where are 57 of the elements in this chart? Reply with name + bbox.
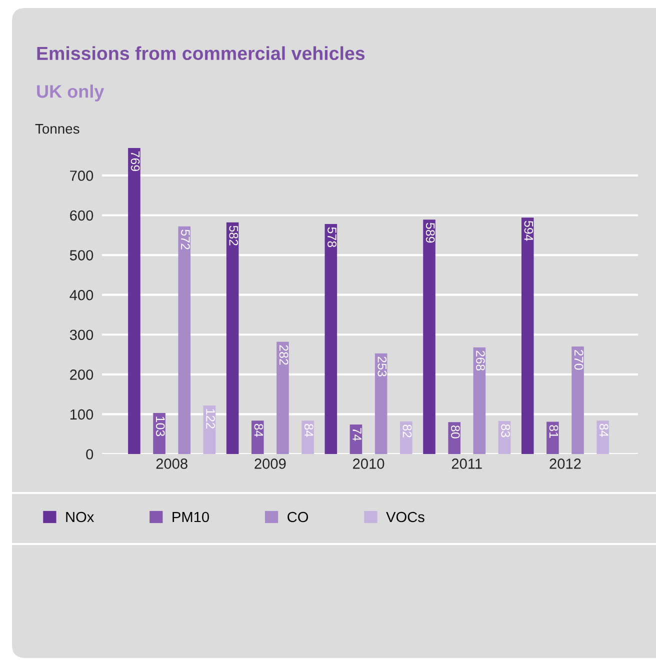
y-tick-label: 0 bbox=[86, 449, 94, 460]
data-label: 122 bbox=[206, 409, 215, 428]
x-tick-label: 2009 bbox=[254, 458, 286, 469]
chart-title: Emissions from commercial vehicles bbox=[37, 46, 365, 60]
y-tick-label: 100 bbox=[70, 409, 94, 420]
y-tick-label: 700 bbox=[70, 170, 94, 181]
data-label: 594 bbox=[524, 220, 534, 241]
data-label: 769 bbox=[130, 151, 140, 172]
chart-subtitle: UK only bbox=[37, 84, 104, 102]
y-axis-title: Tonnes bbox=[35, 124, 80, 134]
y-tick-label: 400 bbox=[70, 290, 94, 300]
x-tick-label: 2008 bbox=[156, 458, 188, 469]
y-tick-label: 600 bbox=[70, 210, 94, 221]
data-label: 80 bbox=[450, 425, 460, 438]
legend-label: PM10 bbox=[172, 512, 209, 522]
x-tick-label: 2012 bbox=[550, 458, 581, 469]
legend-label: NOx bbox=[66, 512, 94, 522]
data-label: 103 bbox=[156, 416, 165, 436]
bar bbox=[448, 422, 460, 454]
bar bbox=[374, 353, 388, 454]
bar bbox=[473, 347, 486, 454]
data-label: 282 bbox=[279, 345, 288, 365]
bar bbox=[324, 224, 338, 454]
data-label: 253 bbox=[378, 356, 387, 376]
data-label: 270 bbox=[574, 350, 584, 370]
bar bbox=[128, 148, 140, 454]
bar bbox=[400, 421, 412, 454]
data-label: 582 bbox=[229, 226, 238, 246]
x-tick-label: 2011 bbox=[452, 458, 482, 469]
x-tick-label: 2010 bbox=[353, 458, 384, 469]
y-tick-label: 200 bbox=[70, 370, 94, 380]
legend-label: VOCs bbox=[386, 512, 424, 522]
bar bbox=[423, 220, 436, 454]
data-label: 81 bbox=[549, 425, 558, 438]
data-label: 84 bbox=[304, 424, 314, 437]
bar bbox=[251, 420, 264, 454]
data-label: 589 bbox=[426, 222, 435, 243]
bar bbox=[302, 420, 314, 454]
bar bbox=[226, 222, 239, 454]
data-label: 84 bbox=[599, 424, 608, 437]
bar bbox=[153, 413, 166, 454]
bar bbox=[596, 420, 609, 454]
bar bbox=[178, 226, 191, 454]
data-label: 74 bbox=[352, 428, 362, 441]
bar bbox=[546, 422, 559, 454]
data-label: 578 bbox=[328, 227, 336, 248]
data-label: 84 bbox=[254, 424, 264, 437]
data-label: 268 bbox=[476, 350, 485, 370]
bar bbox=[276, 342, 289, 454]
data-label: 82 bbox=[402, 424, 412, 438]
y-tick-label: 300 bbox=[70, 330, 94, 340]
bar bbox=[572, 346, 584, 454]
bar bbox=[521, 218, 534, 454]
y-tick-label: 500 bbox=[70, 250, 94, 260]
legend-label: CO bbox=[288, 512, 308, 522]
data-label: 83 bbox=[501, 424, 510, 438]
data-label: 572 bbox=[181, 230, 190, 250]
